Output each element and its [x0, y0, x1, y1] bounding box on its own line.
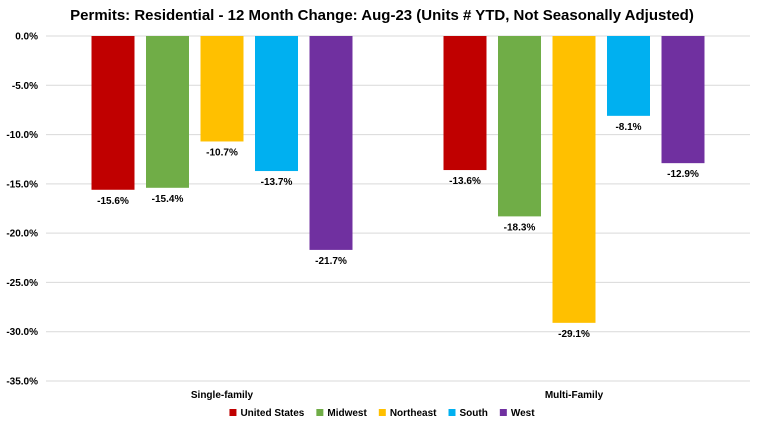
bars: [91, 36, 705, 323]
legend-swatch: [229, 409, 237, 416]
bar: [200, 36, 244, 142]
legend-entry: Midwest: [327, 408, 367, 419]
legend-entry: South: [460, 408, 488, 419]
data-label: -15.4%: [152, 194, 184, 205]
bar: [146, 36, 189, 188]
y-tick-label: -10.0%: [6, 130, 38, 141]
data-label: -29.1%: [558, 329, 590, 340]
data-label: -13.7%: [261, 177, 293, 188]
legend-swatch: [316, 409, 324, 416]
data-label: -10.7%: [206, 147, 238, 158]
y-tick-label: -15.0%: [6, 179, 38, 190]
bar: [91, 36, 135, 190]
y-tick-label: 0.0%: [15, 32, 38, 43]
legend-entry: United States: [240, 408, 304, 419]
data-label: -8.1%: [615, 122, 641, 133]
data-label: -21.7%: [315, 256, 347, 267]
y-tick-label: -35.0%: [6, 377, 38, 388]
legend-swatch: [499, 409, 507, 416]
legend: United States Midwest Northeast South West: [229, 408, 535, 419]
y-axis-ticks: 0.0% -5.0% -10.0% -15.0% -20.0% -25.0% -30.0% -…: [6, 32, 38, 388]
bar: [443, 36, 487, 171]
category-labels: Single-family Multi-Family: [191, 390, 604, 401]
y-tick-label: -5.0%: [12, 81, 38, 92]
legend-entry: West: [511, 408, 535, 419]
bar: [309, 36, 353, 250]
bar: [607, 36, 650, 116]
y-tick-label: -20.0%: [6, 229, 38, 240]
legend-swatch: [378, 409, 386, 416]
data-labels: -15.6% -15.4% -10.7% -13.7% -21.7% -13.6% -18.…: [97, 122, 699, 340]
y-tick-label: -25.0%: [6, 278, 38, 289]
bar: [498, 36, 541, 217]
data-label: -15.6%: [97, 196, 129, 207]
data-label: -18.3%: [504, 222, 536, 233]
data-label: -12.9%: [667, 169, 699, 180]
category-label: Multi-Family: [545, 390, 604, 401]
bar: [552, 36, 596, 323]
legend-entry: Northeast: [390, 408, 437, 419]
data-label: -13.6%: [449, 176, 481, 187]
bar: [255, 36, 298, 172]
bar: [661, 36, 705, 164]
y-tick-label: -30.0%: [6, 327, 38, 338]
chart-title: Permits: Residential - 12 Month Change: …: [70, 7, 694, 24]
legend-swatch: [448, 409, 456, 416]
category-label: Single-family: [191, 390, 254, 401]
